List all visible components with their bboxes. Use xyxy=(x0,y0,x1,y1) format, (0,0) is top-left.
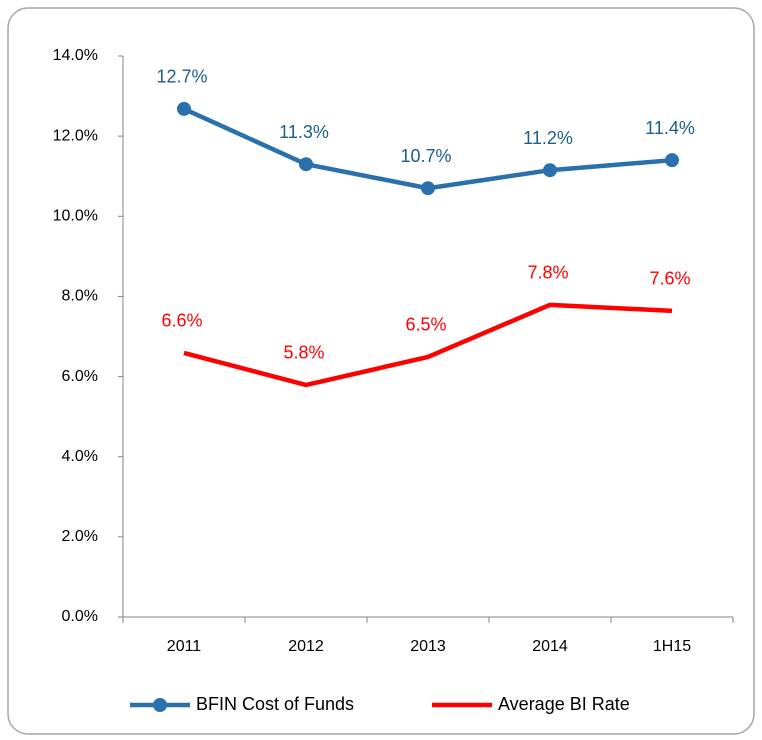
y-tick-label: 0.0% xyxy=(62,608,98,625)
series-line xyxy=(183,302,673,388)
y-tick-label: 10.0% xyxy=(53,208,98,225)
x-tick-label: 2011 xyxy=(167,638,202,655)
x-tick-label: 2013 xyxy=(410,638,446,655)
data-label: 12.7% xyxy=(156,67,207,87)
data-label: 5.8% xyxy=(283,343,324,363)
data-label: 11.4% xyxy=(645,118,695,138)
y-tick-label: 2.0% xyxy=(62,528,98,545)
chart-border xyxy=(7,7,755,735)
marker xyxy=(543,163,557,178)
data-label: 10.7% xyxy=(400,146,451,166)
data-label: 7.8% xyxy=(527,263,568,283)
marker xyxy=(299,157,313,172)
y-tick-label: 14.0% xyxy=(53,47,98,64)
legend-marker xyxy=(153,698,167,712)
data-label: 6.5% xyxy=(405,315,446,335)
x-tick-label: 2012 xyxy=(288,638,324,655)
y-tick-label: 12.0% xyxy=(53,127,98,144)
y-tick-label: 6.0% xyxy=(62,368,98,385)
x-tick-label: 2014 xyxy=(532,638,568,655)
data-label: 11.2% xyxy=(523,128,573,148)
y-tick-label: 4.0% xyxy=(62,448,98,465)
legend-label: BFIN Cost of Funds xyxy=(196,694,354,714)
data-label: 6.6% xyxy=(161,311,202,331)
marker xyxy=(421,181,435,196)
x-tick-label: 1H15 xyxy=(653,638,691,655)
y-tick-label: 8.0% xyxy=(62,288,98,305)
marker xyxy=(665,153,679,168)
data-label: 7.6% xyxy=(649,269,690,289)
data-label: 11.3% xyxy=(279,122,329,142)
legend-label: Average BI Rate xyxy=(498,694,630,714)
marker xyxy=(177,101,191,116)
